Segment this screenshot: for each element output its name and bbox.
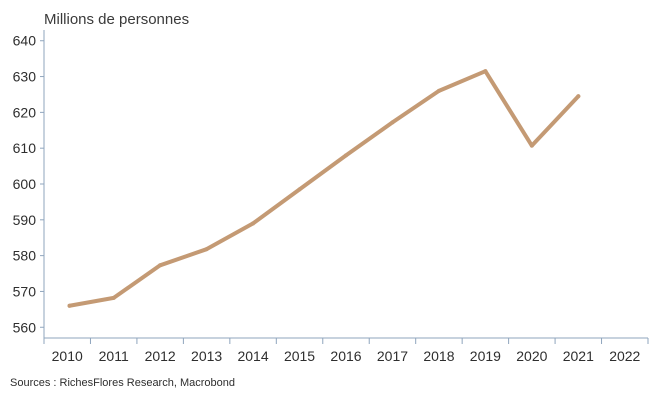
data-point	[344, 153, 348, 158]
y-axis-ticks: 560 570 580 590 600 610 620 630 640	[13, 33, 44, 335]
x-tick-label: 2018	[423, 348, 454, 364]
y-tick-label: 590	[13, 212, 37, 228]
data-point	[251, 221, 256, 226]
y-tick-label: 610	[13, 140, 37, 156]
x-tick-label: 2020	[516, 348, 547, 364]
x-tick-label: 2016	[330, 348, 361, 364]
x-axis-ticks: 2010 2011 2012 2013 2014 2015 2016 2017 2018 2019…	[52, 348, 641, 364]
data-point	[297, 187, 302, 192]
data-point	[436, 88, 441, 93]
x-tick-label: 2012	[145, 348, 176, 364]
x-tick-label: 2021	[563, 348, 594, 364]
x-tick-label: 2011	[99, 348, 129, 364]
y-axis-unit-label: Millions de personnes	[44, 11, 189, 28]
source-note: Sources : RichesFlores Research, Macrobo…	[10, 377, 235, 389]
data-point	[204, 247, 209, 252]
x-axis-tick-marks	[43, 338, 649, 344]
x-tick-label: 2022	[609, 348, 640, 364]
series-line	[67, 69, 581, 308]
y-tick-label: 620	[13, 104, 37, 120]
y-tick-label: 600	[13, 176, 37, 192]
series-group	[67, 69, 581, 308]
x-tick-label: 2017	[377, 348, 408, 364]
data-point	[576, 94, 581, 99]
data-point	[529, 143, 534, 148]
y-tick-label: 570	[13, 283, 37, 299]
x-tick-label: 2010	[52, 348, 83, 364]
x-tick-label: 2013	[191, 348, 222, 364]
y-tick-label: 560	[13, 319, 37, 335]
x-tick-label: 2019	[470, 348, 501, 364]
y-tick-label: 630	[13, 69, 37, 85]
data-point	[158, 263, 163, 268]
y-tick-label: 580	[13, 248, 37, 264]
x-tick-label: 2014	[237, 348, 268, 364]
data-point	[67, 303, 72, 308]
data-point	[483, 69, 488, 74]
y-tick-label: 640	[13, 33, 37, 49]
data-point	[111, 295, 116, 300]
x-tick-label: 2015	[284, 348, 315, 364]
data-point	[390, 120, 395, 125]
